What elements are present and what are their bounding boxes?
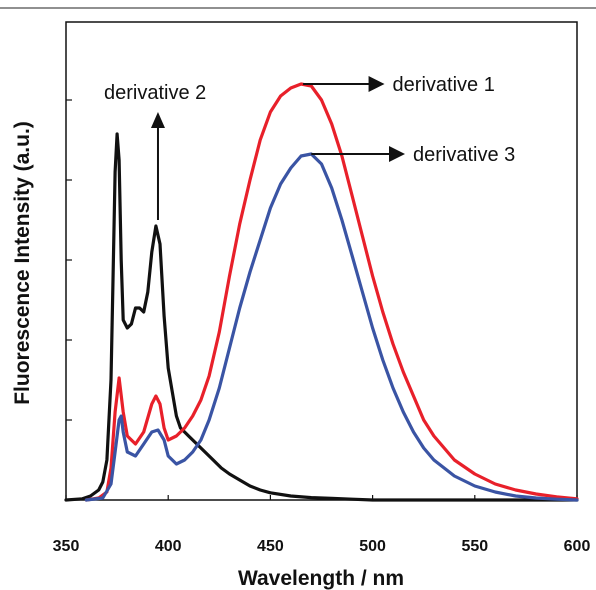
annotation-arrowhead <box>150 112 165 128</box>
x-tick-label: 350 <box>53 538 80 555</box>
series-line-3 <box>84 152 579 502</box>
annotations-layer: derivative 2 derivative 1 derivative 3 <box>104 74 515 220</box>
annotation-label: derivative 1 <box>393 74 495 96</box>
series-layer <box>64 82 579 502</box>
series-line-1 <box>64 132 579 502</box>
x-tick-label: 450 <box>257 538 284 555</box>
x-tick-label: 500 <box>359 538 386 555</box>
annotation-label: derivative 3 <box>413 144 515 166</box>
y-axis-label: Fluorescence Intensity (a.u.) <box>11 121 34 405</box>
annotation-label: derivative 2 <box>104 82 206 104</box>
annotation-arrowhead <box>388 146 405 162</box>
x-tick-label: 550 <box>461 538 488 555</box>
x-tick-label: 600 <box>564 538 591 555</box>
annotation-arrowhead <box>368 76 385 92</box>
x-axis-label: Wavelength / nm <box>238 567 404 590</box>
plot-frame <box>65 21 578 501</box>
y-axis-ticks <box>66 99 72 421</box>
x-tick-label: 400 <box>155 538 182 555</box>
x-axis-tick-labels: 350 400 450 500 550 600 <box>53 538 591 555</box>
series-line-2 <box>84 82 579 502</box>
